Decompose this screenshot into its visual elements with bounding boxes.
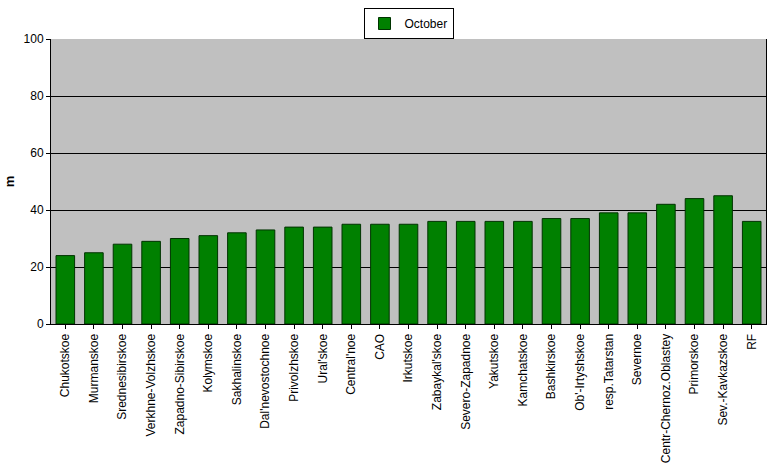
svg-text:Yakutskoe: Yakutskoe — [487, 333, 501, 388]
svg-text:Privolzhskoe: Privolzhskoe — [287, 333, 301, 401]
svg-text:Primorskoe: Primorskoe — [687, 333, 701, 394]
svg-text:m: m — [2, 176, 17, 188]
svg-text:Centr-Chernoz.Oblastey: Centr-Chernoz.Oblastey — [659, 334, 673, 463]
svg-text:0: 0 — [37, 317, 44, 331]
svg-text:October: October — [405, 17, 448, 31]
svg-text:Dal'nevostochnoe: Dal'nevostochnoe — [258, 333, 272, 428]
svg-text:20: 20 — [30, 260, 44, 274]
svg-text:Kamchatskoe: Kamchatskoe — [516, 333, 530, 406]
svg-text:40: 40 — [30, 203, 44, 217]
svg-text:Chukotskoe: Chukotskoe — [58, 333, 72, 397]
svg-text:CAO: CAO — [373, 334, 387, 360]
svg-text:Sakhalinskoe: Sakhalinskoe — [230, 333, 244, 405]
svg-text:Zapadno-Sibirskoe: Zapadno-Sibirskoe — [173, 333, 187, 434]
svg-text:Zabaykal'skoe: Zabaykal'skoe — [430, 333, 444, 410]
svg-text:Sev.-Kavkazskoe: Sev.-Kavkazskoe — [716, 333, 730, 425]
svg-text:Ural'skoe: Ural'skoe — [316, 333, 330, 383]
svg-text:RF: RF — [745, 334, 759, 350]
svg-text:Irkutskoe: Irkutskoe — [401, 333, 415, 382]
svg-text:Srednesibirskoe: Srednesibirskoe — [115, 333, 129, 419]
svg-text:60: 60 — [30, 146, 44, 160]
svg-text:Ob'-Irtyshskoe: Ob'-Irtyshskoe — [573, 333, 587, 410]
svg-text:Severo-Zapadnoe: Severo-Zapadnoe — [459, 333, 473, 429]
svg-text:Murmanskoe: Murmanskoe — [87, 333, 101, 403]
svg-text:Bashkirskoe: Bashkirskoe — [544, 333, 558, 399]
svg-text:100: 100 — [24, 32, 44, 46]
svg-text:Verkhne-Volzhskoe: Verkhne-Volzhskoe — [144, 333, 158, 436]
svg-text:Kolymskoe: Kolymskoe — [201, 333, 215, 392]
svg-text:resp.Tatarstan: resp.Tatarstan — [602, 334, 616, 410]
svg-text:Central'noe: Central'noe — [344, 333, 358, 394]
svg-text:Severnoe: Severnoe — [630, 333, 644, 385]
svg-text:80: 80 — [30, 89, 44, 103]
